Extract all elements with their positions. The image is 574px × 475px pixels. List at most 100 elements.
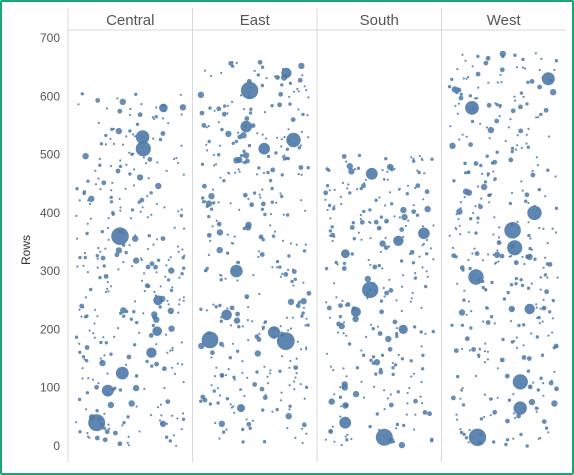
y-tick-label: 700: [40, 31, 60, 45]
data-point: [517, 323, 521, 328]
data-point: [149, 261, 155, 267]
data-point: [216, 246, 223, 254]
data-point: [480, 197, 483, 200]
data-point: [419, 395, 422, 398]
data-point: [447, 85, 452, 89]
data-point: [205, 266, 209, 271]
data-point: [132, 235, 139, 242]
data-point: [413, 428, 416, 431]
data-point: [113, 430, 118, 436]
data-point: [201, 200, 206, 204]
data-point: [323, 190, 329, 196]
data-point: [128, 172, 132, 176]
data-point: [514, 276, 519, 281]
data-point: [142, 156, 145, 159]
data-point: [296, 87, 299, 91]
data-point: [205, 269, 208, 273]
data-point: [109, 195, 113, 200]
data-point: [95, 409, 99, 413]
data-point: [352, 390, 360, 398]
data-point: [166, 351, 169, 354]
data-point: [400, 206, 407, 214]
data-point: [453, 348, 459, 353]
data-point: [216, 106, 222, 112]
data-point: [173, 226, 176, 229]
data-point: [529, 79, 535, 84]
data-point: [556, 276, 559, 279]
data-point: [227, 368, 230, 371]
data-point: [410, 375, 413, 378]
data-point: [420, 345, 423, 348]
data-point: [499, 67, 505, 73]
data-point: [529, 253, 532, 257]
data-point: [386, 178, 389, 181]
data-point: [481, 285, 485, 290]
data-point: [237, 131, 240, 134]
data-point: [252, 382, 258, 387]
data-point: [225, 374, 228, 377]
data-point: [478, 204, 483, 210]
data-point: [211, 225, 214, 228]
data-point: [98, 163, 102, 167]
data-point: [348, 168, 355, 175]
data-point: [293, 380, 296, 383]
data-point: [231, 141, 235, 145]
data-point: [542, 394, 545, 397]
data-point: [288, 404, 292, 408]
data-point: [132, 152, 135, 155]
data-point: [298, 165, 304, 170]
data-point: [252, 191, 257, 195]
data-point: [470, 119, 475, 124]
data-point: [400, 309, 403, 313]
data-point: [526, 286, 531, 290]
data-point: [241, 360, 244, 363]
data-point: [495, 150, 499, 154]
data-point: [278, 265, 282, 269]
data-point: [261, 238, 265, 242]
data-point: [287, 254, 291, 258]
data-point: [389, 393, 392, 396]
data-point: [508, 201, 513, 206]
highlighted-point: [240, 81, 259, 100]
data-point: [289, 242, 292, 245]
data-point: [510, 191, 514, 194]
data-point: [411, 209, 417, 215]
data-point: [300, 130, 303, 133]
data-point: [379, 240, 386, 247]
data-point: [128, 400, 135, 407]
data-point: [530, 248, 534, 251]
data-point: [372, 264, 378, 270]
data-point: [302, 306, 305, 309]
data-point: [456, 374, 460, 379]
data-point: [219, 319, 223, 323]
data-point: [341, 181, 345, 185]
data-point: [465, 77, 468, 80]
data-point: [275, 407, 279, 412]
data-point: [359, 213, 362, 217]
data-point: [331, 239, 334, 243]
data-point: [241, 440, 245, 444]
data-point: [379, 250, 382, 253]
data-point: [378, 196, 381, 199]
data-point: [459, 430, 464, 435]
highlighted-point: [201, 331, 219, 349]
pane-dividers: [67, 8, 566, 462]
data-point: [359, 219, 365, 225]
data-point: [489, 397, 493, 401]
data-point: [373, 359, 381, 366]
data-point: [455, 413, 458, 416]
data-point: [210, 356, 213, 359]
data-point: [371, 327, 375, 331]
data-point: [305, 348, 308, 351]
data-point: [149, 191, 153, 195]
data-point: [406, 184, 410, 187]
data-point: [176, 417, 179, 420]
data-point: [546, 168, 550, 172]
data-point: [483, 415, 486, 419]
data-point: [512, 393, 515, 396]
data-point: [140, 279, 144, 282]
data-point: [225, 251, 230, 255]
highlighted-point: [468, 428, 487, 446]
highlighted-point: [541, 72, 555, 86]
data-point: [551, 331, 554, 334]
